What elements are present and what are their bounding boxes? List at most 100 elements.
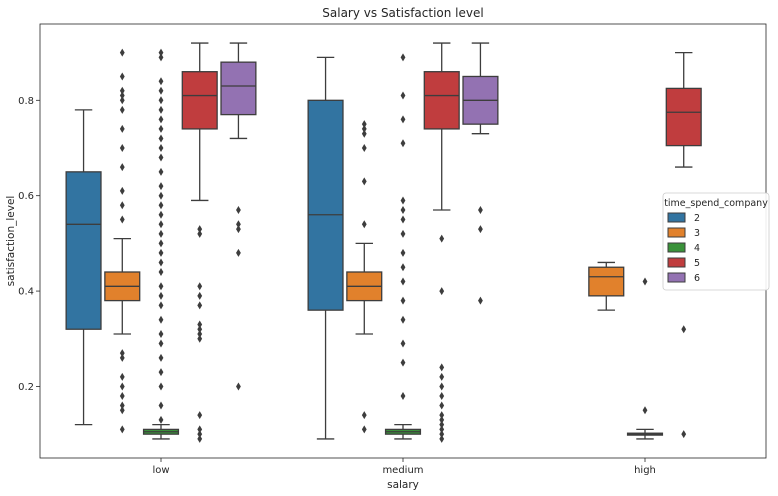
legend-label-6: 6 [694, 273, 700, 284]
outlier-point [400, 248, 406, 257]
outlier-point [119, 144, 125, 152]
outlier-point [158, 339, 164, 348]
legend-swatch-2 [667, 212, 686, 223]
x-tick-label: low [152, 465, 169, 476]
box-medium-5 [423, 42, 460, 443]
outlier-point [158, 291, 164, 300]
box-iqr [181, 71, 218, 130]
outlier-point [400, 339, 406, 348]
outlier-point [478, 296, 483, 305]
box-high-4 [626, 277, 664, 440]
y-tick-label: 0.4 [18, 287, 34, 298]
outlier-point [158, 368, 164, 377]
outlier-point [119, 372, 125, 381]
box-iqr [307, 99, 344, 311]
outlier-point [158, 48, 164, 57]
box-low-2 [65, 109, 102, 426]
outlier-point [439, 287, 445, 296]
y-tick-label: 0.2 [18, 382, 34, 393]
outlier-point [439, 234, 445, 243]
legend: time_spend_company 2 3 4 5 6 [662, 192, 770, 291]
legend-label-2: 2 [694, 213, 700, 224]
outlier-point [119, 353, 125, 362]
outlier-point [119, 48, 125, 57]
outlier-point [439, 434, 445, 443]
outlier-point [400, 392, 406, 400]
outlier-point [197, 325, 203, 334]
outlier-point [400, 206, 406, 214]
outlier-point [158, 330, 164, 338]
outlier-point [119, 105, 125, 114]
plot-area [65, 42, 702, 443]
outlier-point [158, 134, 164, 143]
outlier-point [361, 425, 367, 434]
outlier-point [642, 406, 648, 415]
y-tick-label: 0.6 [18, 191, 34, 202]
outlier-point [119, 72, 125, 81]
outlier-point [236, 382, 241, 391]
box-medium-6 [462, 42, 499, 305]
outlier-point [119, 349, 125, 358]
outlier-point [158, 415, 164, 424]
outlier-point [158, 96, 164, 105]
outlier-point [361, 411, 367, 420]
y-axis-label: satisfaction_level [5, 196, 17, 287]
outlier-point [439, 363, 445, 372]
legend-label-3: 3 [694, 228, 700, 239]
outlier-point [400, 229, 406, 238]
outlier-point [197, 282, 203, 291]
outlier-point [361, 144, 367, 152]
outlier-point [158, 210, 164, 219]
outlier-point [439, 420, 445, 429]
box-high-5 [665, 51, 702, 439]
box-medium-3 [346, 120, 383, 434]
box-iqr [665, 87, 702, 147]
box-low-6 [220, 42, 257, 391]
outlier-point [236, 206, 241, 214]
outlier-point [158, 86, 164, 95]
outlier-point [158, 268, 164, 276]
chart-title: Salary vs Satisfaction level [322, 6, 483, 20]
outlier-point [158, 229, 164, 238]
outlier-point [478, 206, 483, 214]
outlier-point [158, 167, 164, 176]
outlier-point [197, 430, 203, 439]
outlier-point [197, 330, 203, 338]
outlier-point [400, 358, 406, 367]
outlier-point [158, 315, 164, 324]
box-low-4 [142, 48, 180, 440]
outlier-point [158, 382, 164, 391]
outlier-point [119, 392, 125, 400]
legend-label-5: 5 [694, 258, 700, 269]
legend-title: time_spend_company [664, 198, 768, 209]
outlier-point [400, 315, 406, 324]
outlier-point [197, 225, 203, 234]
outlier-point [119, 186, 125, 195]
outlier-point [158, 353, 164, 362]
outlier-point [158, 53, 164, 62]
outlier-point [681, 325, 687, 334]
outlier-point [158, 144, 164, 152]
outlier-point [236, 248, 241, 257]
outlier-point [119, 215, 125, 224]
legend-swatch-5 [667, 257, 686, 268]
outlier-point [400, 215, 406, 224]
outlier-point [439, 415, 445, 424]
outlier-point [478, 225, 483, 234]
outlier-point [158, 248, 164, 257]
outlier-point [236, 225, 241, 234]
outlier-point [400, 196, 406, 205]
outlier-point [158, 201, 164, 210]
x-axis-label: salary [387, 479, 419, 491]
outlier-point [439, 411, 445, 420]
outlier-point [400, 115, 406, 124]
outlier-point [439, 392, 445, 400]
outlier-point [439, 401, 445, 410]
outlier-point [439, 382, 445, 391]
outlier-point [158, 301, 164, 310]
legend-swatch-6 [667, 272, 686, 283]
outlier-point [158, 115, 164, 124]
outlier-point [158, 401, 164, 410]
outlier-point [642, 277, 648, 286]
